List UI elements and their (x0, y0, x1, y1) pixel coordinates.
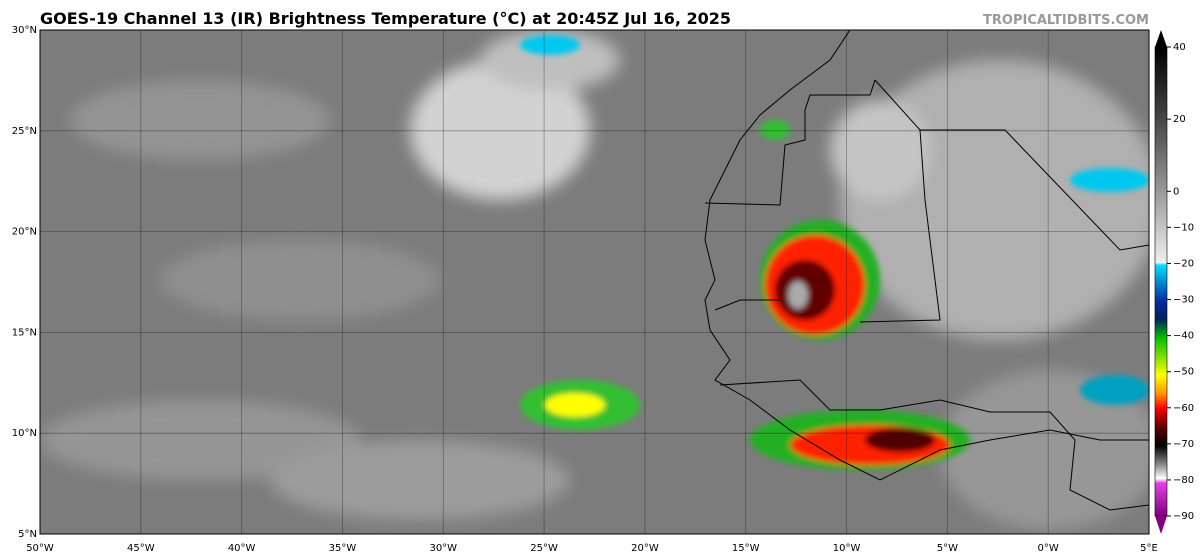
lon-label: 10°W (833, 543, 861, 554)
colorbar-label: 40 (1173, 42, 1186, 53)
colorbar (1154, 30, 1168, 534)
map-title: GOES-19 Channel 13 (IR) Brightness Tempe… (40, 9, 731, 28)
colorbar-label: −40 (1173, 331, 1194, 342)
colorbar-label: −20 (1173, 258, 1194, 269)
colorbar-label: −10 (1173, 222, 1194, 233)
lon-label: 20°W (631, 543, 659, 554)
colorbar-label: −50 (1173, 367, 1194, 378)
lon-label: 45°W (127, 543, 155, 554)
lon-label: 0°W (1038, 543, 1059, 554)
lat-label: 15°N (12, 327, 37, 338)
colorbar-label: −70 (1173, 439, 1194, 450)
colorbar-label: −90 (1173, 511, 1194, 522)
lon-label: 25°W (530, 543, 558, 554)
lon-label: 15°W (732, 543, 760, 554)
lon-label: 30°W (429, 543, 457, 554)
lat-label: 20°N (12, 227, 37, 238)
lon-label: 5°W (937, 543, 958, 554)
satellite-image (40, 30, 1149, 534)
lon-label: 40°W (228, 543, 256, 554)
colorbar-label: −80 (1173, 475, 1194, 486)
lat-label: 5°N (18, 529, 37, 540)
lat-label: 25°N (12, 126, 37, 137)
map-frame (39, 29, 1150, 535)
lat-label: 10°N (12, 428, 37, 439)
lon-label: 5°E (1140, 543, 1158, 554)
lon-label: 35°W (329, 543, 357, 554)
watermark: TROPICALTIDBITS.COM (983, 13, 1149, 28)
colorbar-label: −30 (1173, 295, 1194, 306)
colorbar-label: 0 (1173, 186, 1179, 197)
lat-label: 30°N (12, 25, 37, 36)
colorbar-label: 20 (1173, 114, 1186, 125)
colorbar-label: −60 (1173, 403, 1194, 414)
lon-label: 50°W (26, 543, 54, 554)
